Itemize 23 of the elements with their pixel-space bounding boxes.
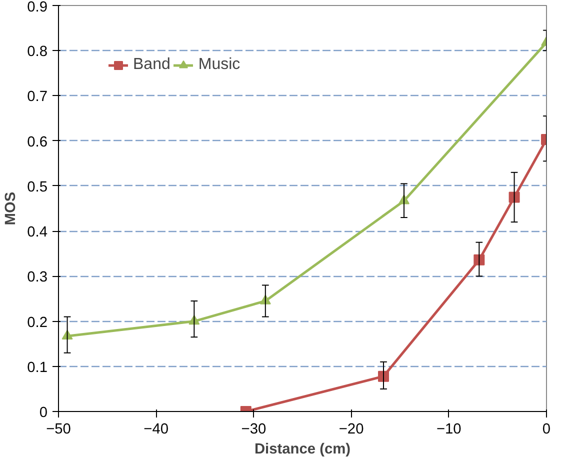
x-tick-label: −50 (46, 422, 71, 438)
point (508, 192, 520, 203)
legend-label: Band (133, 56, 170, 74)
legend-label: Music (198, 56, 240, 74)
y-tick-label: 0.8 (27, 44, 48, 60)
x-tick-label: −10 (436, 422, 462, 438)
y-tick-label: 0.7 (27, 89, 48, 106)
y-tick-label: 0 (39, 405, 48, 421)
y-tick-label: 0.4 (27, 224, 48, 241)
y-tick-label: 0.6 (27, 134, 48, 150)
x-tick-label: −40 (144, 422, 169, 438)
x-axis-title: Distance (cm) (254, 442, 351, 458)
y-tick-label: 0.5 (27, 179, 48, 196)
y-axis-title: MOS (3, 192, 20, 226)
x-tick-label: 0 (542, 422, 551, 438)
y-tick-label: 0.1 (27, 360, 48, 376)
x-tick-label: −30 (241, 422, 266, 438)
y-tick-label: 0.9 (27, 0, 48, 16)
y-tick-label: 0.2 (27, 314, 48, 331)
point (378, 370, 390, 382)
x-tick-label: −20 (338, 422, 364, 438)
point (474, 254, 485, 266)
y-tick-label: 0.3 (27, 270, 48, 286)
